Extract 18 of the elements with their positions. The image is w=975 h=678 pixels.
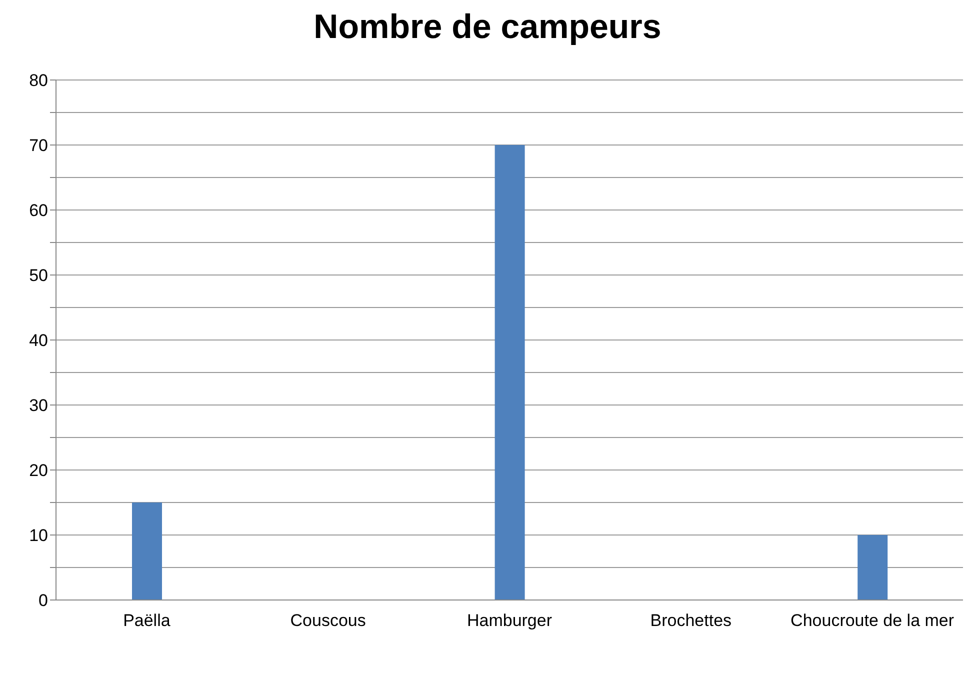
y-tick-label: 0 (38, 591, 48, 610)
x-tick-label: Hamburger (466, 611, 552, 630)
y-tick-label: 50 (29, 266, 48, 286)
y-tick-label: 20 (29, 461, 48, 480)
y-tick-label: 70 (29, 136, 48, 156)
y-tick-label: 60 (29, 201, 48, 220)
bar (132, 502, 162, 600)
x-tick-label: Choucroute de la mer (790, 611, 954, 630)
y-tick-label: 10 (29, 526, 48, 546)
y-tick-label: 30 (29, 396, 48, 416)
chart-title: Nombre de campeurs (312, 8, 662, 48)
x-tick-label: Paëlla (123, 611, 171, 630)
x-tick-label: Couscous (290, 611, 366, 630)
y-tick-label: 40 (29, 331, 48, 350)
y-tick-label: 80 (29, 71, 48, 90)
bar (494, 145, 525, 600)
bar (858, 535, 888, 600)
x-tick-label: Brochettes (650, 611, 732, 630)
